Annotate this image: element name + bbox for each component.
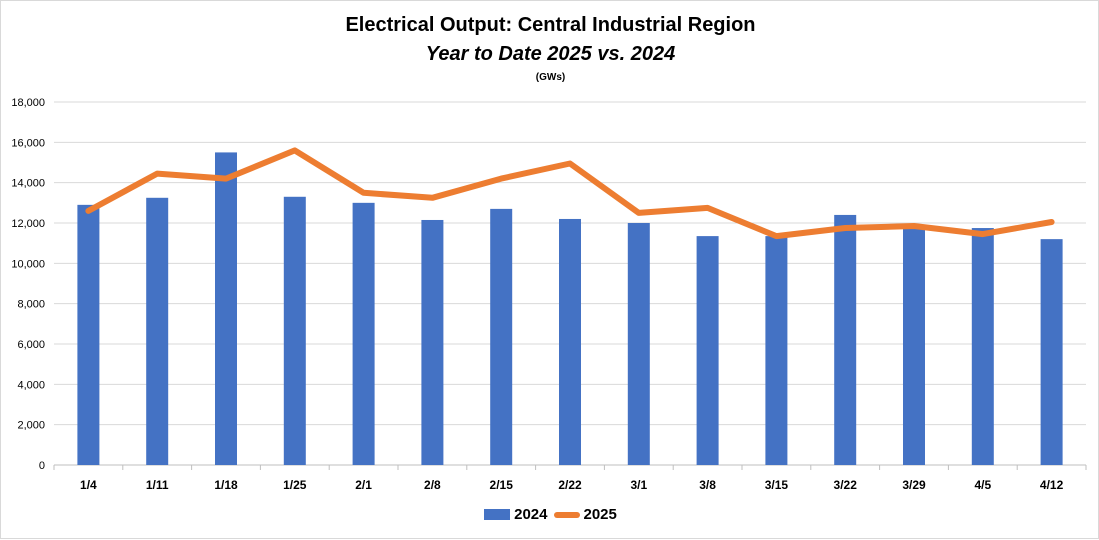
bar-2024 — [421, 219, 444, 465]
point-2025 — [982, 233, 984, 235]
legend-label-2025: 2025 — [583, 506, 617, 523]
y-tick-label: 14,000 — [11, 178, 45, 190]
point-2025 — [156, 173, 158, 175]
x-tick-label: 2/1 — [355, 478, 372, 492]
x-tick-label: 1/11 — [146, 478, 169, 492]
bar-2024 — [627, 223, 650, 465]
x-tick-label: 3/29 — [902, 478, 926, 492]
y-tick-label: 18,000 — [11, 97, 45, 109]
legend-label-2024: 2024 — [514, 506, 548, 523]
x-tick-label: 3/8 — [699, 478, 716, 492]
bar-2024 — [77, 204, 100, 465]
y-tick-label: 4,000 — [17, 379, 45, 391]
legend: 2024 2025 — [1, 506, 1099, 523]
bar-2024 — [146, 197, 169, 465]
bar-2024 — [971, 228, 994, 465]
point-2025 — [707, 207, 709, 209]
point-2025 — [775, 235, 777, 237]
x-tick-label: 3/15 — [765, 478, 789, 492]
x-tick-label: 1/25 — [283, 478, 307, 492]
x-tick-label: 1/18 — [214, 478, 238, 492]
point-2025 — [569, 163, 571, 165]
point-2025 — [844, 227, 846, 229]
legend-swatch-2024 — [484, 509, 511, 520]
point-2025 — [638, 212, 640, 214]
chart-subtitle: Year to Date 2025 vs. 2024 — [425, 43, 676, 65]
x-tick-label: 4/12 — [1040, 478, 1064, 492]
point-2025 — [431, 197, 433, 199]
bar-2024 — [765, 236, 788, 465]
point-2025 — [500, 178, 502, 180]
bar-2024 — [834, 214, 857, 465]
point-2025 — [1051, 221, 1053, 223]
point-2025 — [363, 192, 365, 194]
bar-2024 — [283, 196, 306, 466]
x-tick-label: 3/1 — [630, 478, 647, 492]
legend-item-2024: 2024 — [484, 506, 548, 523]
y-tick-label: 2,000 — [17, 420, 45, 432]
chart-unit-label: (GWs) — [535, 72, 566, 83]
bar-2024 — [1040, 239, 1063, 465]
bar-2024 — [352, 202, 375, 466]
y-tick-label: 12,000 — [11, 218, 45, 230]
point-2025 — [913, 225, 915, 227]
point-2025 — [87, 210, 89, 212]
x-tick-label: 2/22 — [558, 478, 582, 492]
x-tick-label: 2/15 — [490, 478, 514, 492]
bar-2024 — [559, 218, 581, 465]
x-tick-label: 1/4 — [80, 478, 97, 492]
chart-title: Electrical Output: Central Industrial Re… — [345, 14, 756, 36]
y-tick-label: 6,000 — [17, 339, 45, 351]
x-tick-label: 2/8 — [424, 478, 441, 492]
bar-2024 — [215, 152, 237, 465]
legend-swatch-2025 — [553, 511, 580, 518]
bar-2024 — [696, 236, 719, 465]
x-tick-label: 3/22 — [834, 478, 858, 492]
bar-2024 — [490, 208, 513, 465]
bar-2024 — [903, 227, 925, 465]
y-tick-label: 0 — [39, 460, 45, 472]
point-2025 — [294, 149, 296, 151]
y-tick-label: 8,000 — [17, 299, 45, 311]
y-tick-label: 10,000 — [11, 258, 45, 270]
y-tick-label: 16,000 — [11, 137, 45, 149]
x-tick-label: 4/5 — [974, 478, 991, 492]
point-2025 — [225, 178, 227, 180]
legend-item-2025: 2025 — [553, 506, 617, 523]
